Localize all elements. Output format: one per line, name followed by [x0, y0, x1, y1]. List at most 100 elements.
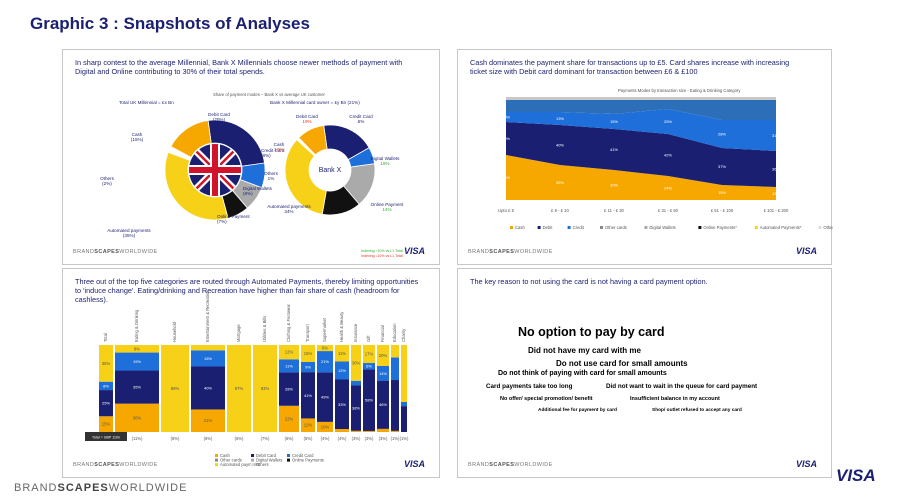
- label-name: Online Payment: [217, 214, 250, 219]
- footer-brand: BRANDSCAPESWORLDWIDE: [14, 482, 188, 494]
- area-series-other-cards: [506, 100, 776, 120]
- area-data-label: 45%: [502, 175, 510, 180]
- chart-subtitle: Payments Modes by transaction size - Eat…: [618, 88, 741, 93]
- legend-label: Automated payments: [220, 462, 260, 467]
- category-label: Entertainment & Recreation: [205, 290, 210, 342]
- left-labels: Debit Card(25%)Credit Card(8%)Digital Wa…: [100, 112, 285, 238]
- right-chart-title: Bank X Millennial card owner = £y Bn (21…: [270, 100, 360, 105]
- bar-segment: [401, 345, 407, 402]
- legend-label: Debit Card: [256, 453, 277, 458]
- bar-data-label: 93%: [261, 386, 270, 391]
- label-value: (2%): [102, 181, 112, 186]
- category-label: Charity: [401, 328, 406, 342]
- area-chart: Payments Modes by transaction size - Eat…: [498, 88, 833, 230]
- column-total: (1%): [391, 436, 400, 441]
- bar-data-label: 97%: [235, 386, 244, 391]
- legend-swatch: [287, 454, 290, 457]
- area-data-label: 35%: [556, 180, 564, 185]
- left-chart-title: Total UK Millennial = £x Bn: [119, 100, 174, 105]
- label-name: Digital Wallets: [371, 156, 401, 161]
- panel-text: In sharp contest to the average Millenni…: [75, 58, 403, 76]
- bar-segment: [401, 406, 407, 432]
- label-name: Others: [100, 176, 114, 181]
- chart-subtitle: Share of payment modes – Bank X vs avera…: [213, 92, 326, 97]
- legend-label: Others: [256, 462, 269, 467]
- legend-label: Digital Wallets: [649, 225, 675, 230]
- bar-segment: [363, 430, 375, 432]
- donut-slice: [164, 151, 229, 221]
- bar-segment: [401, 401, 407, 407]
- area-data-label: 10%: [502, 115, 510, 120]
- column-total: (5%): [304, 436, 313, 441]
- panel-text: Three out of the top five categories are…: [75, 277, 419, 304]
- label-name: Cash: [132, 132, 143, 137]
- area-series-others: [506, 97, 776, 100]
- column-total: (11%): [132, 436, 143, 441]
- legend-label: Online Payments*: [703, 225, 737, 230]
- total-badge: [85, 432, 127, 441]
- panel-transaction-size: Cash dominates the payment share for tra…: [457, 49, 833, 265]
- label-value: 6%: [358, 119, 365, 124]
- donut-charts: Share of payment modes – Bank X vs avera…: [100, 92, 404, 258]
- column-total: (6%): [235, 436, 244, 441]
- bar-segment: [317, 345, 333, 352]
- legend-label: Other cards: [220, 458, 242, 463]
- panel-text: Cash dominates the payment share for tra…: [470, 58, 790, 76]
- bar-segment: [99, 345, 113, 382]
- bar-data-label: 28%: [285, 387, 293, 392]
- bar-segment: [301, 345, 315, 362]
- legend-swatch: [537, 226, 541, 229]
- legend-swatch: [251, 458, 254, 462]
- bar-segment: [301, 372, 315, 419]
- label-name: Others: [264, 171, 278, 176]
- donut-right: [284, 124, 376, 216]
- reason-6: Did not want to wait in the queue for ca…: [606, 383, 758, 390]
- legend-swatch: [215, 463, 218, 467]
- panel-reasons: The key reason to not using the card is …: [457, 268, 832, 478]
- legend-swatch: [510, 226, 513, 229]
- x-tick-label: £ 101 - £ 200: [764, 208, 789, 213]
- area-series-credit: [506, 109, 776, 151]
- area-data-label: 28%: [718, 132, 726, 137]
- bar-chart: 15% 25% 8% 35% Total 30% 35% 19% 8% Eating & Drin…: [85, 290, 409, 467]
- label-value: 16%: [380, 161, 389, 166]
- label-name: Online Payment: [371, 202, 404, 207]
- area-data-label: 41%: [610, 147, 618, 152]
- bar-segment: [279, 372, 299, 406]
- bar-segment: [391, 380, 399, 431]
- category-label: Financial: [380, 325, 385, 342]
- area-data-label: 13%: [556, 116, 564, 121]
- column-total: (3%): [352, 436, 361, 441]
- column-total: (8%): [171, 436, 180, 441]
- bar-data-label: 40%: [204, 385, 212, 390]
- bar-segment: [363, 369, 375, 431]
- bar-segment: [253, 345, 277, 432]
- bar-segment: [191, 345, 225, 351]
- bar-segment: [317, 421, 333, 432]
- label-name: Automated payments: [107, 228, 151, 233]
- column-total: (7%): [261, 436, 270, 441]
- area-plot: 45% 35% 30% 24% 15% 13% 33% 40% 41% 42% 37% 36% 10% 1…: [502, 97, 780, 200]
- legend-label: Automated Payments*: [760, 225, 802, 230]
- x-tick-label: £ 51 - £ 100: [711, 208, 734, 213]
- label-value: 19%: [302, 119, 311, 124]
- bar-segment: [115, 403, 159, 432]
- bar-segment: [335, 379, 349, 429]
- panel-payment-modes: In sharp contest to the average Millenni…: [62, 49, 440, 265]
- bar-segment: [391, 357, 399, 381]
- bar-data-label: 41%: [304, 393, 312, 398]
- bar-data-label: 12%: [304, 423, 313, 428]
- legend-swatch: [644, 226, 648, 229]
- label-value: (8%): [243, 191, 253, 196]
- bar-data-label: 11%: [285, 363, 293, 368]
- area-data-label: 13%: [772, 191, 780, 196]
- category-label: Supermarket: [322, 317, 327, 342]
- bar-segment: [351, 385, 361, 431]
- legend-label: Online Payments: [292, 458, 324, 463]
- category-label: Mortgage: [236, 324, 241, 342]
- bar-segment: [99, 390, 113, 417]
- visa-logo: VISA: [795, 246, 817, 256]
- area-data-label: 36%: [772, 167, 780, 172]
